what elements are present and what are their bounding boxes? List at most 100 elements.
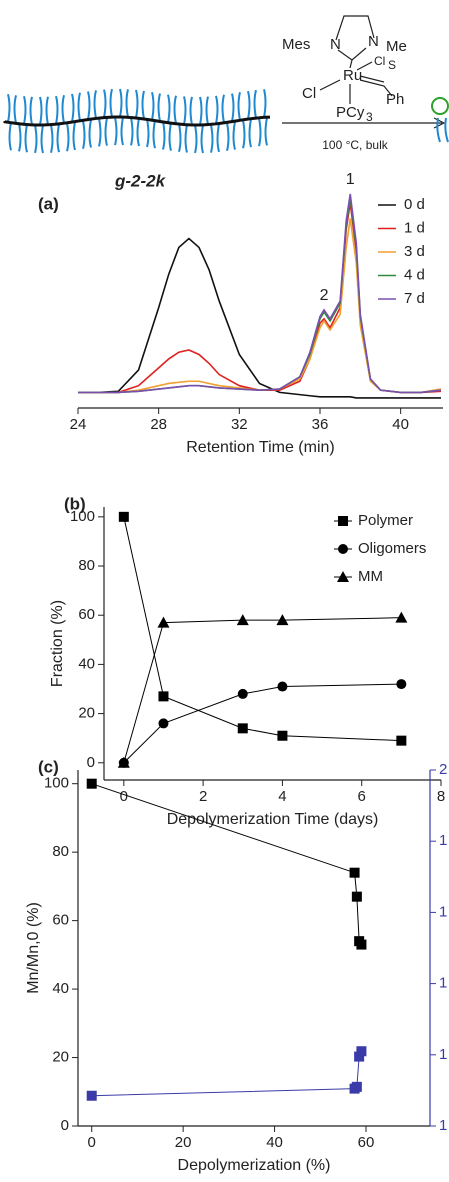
side-chain [173, 95, 177, 124]
side-chain [114, 116, 118, 146]
y2-tick-label: 1 [439, 1046, 447, 1063]
marker [158, 691, 169, 702]
side-chain [98, 118, 102, 147]
side-chain [13, 95, 17, 124]
scheme-label: 3 [366, 110, 373, 124]
side-chain [216, 123, 220, 153]
side-chain [24, 124, 28, 153]
marker [157, 616, 170, 628]
legend-label: Polymer [358, 512, 413, 529]
panel-label: (c) [38, 757, 59, 776]
side-chain [184, 124, 188, 153]
series-line [91, 1051, 362, 1097]
side-chain [152, 120, 156, 149]
side-chain [55, 95, 59, 125]
marker [351, 1081, 362, 1092]
marker [356, 1046, 367, 1057]
x-tick-label: 24 [70, 416, 87, 433]
side-chain [8, 122, 12, 151]
marker [117, 756, 130, 768]
legend-label: 1 d [404, 219, 425, 236]
side-chain [151, 91, 155, 121]
scheme [282, 15, 449, 143]
y2-tick-label: 1 [439, 903, 447, 920]
side-chain [167, 94, 171, 123]
side-chain [130, 117, 134, 146]
annotation: 2 [320, 287, 329, 304]
carbene-bond [337, 47, 367, 61]
side-chain [221, 94, 225, 123]
marker [236, 614, 249, 626]
side-chain [7, 94, 11, 123]
side-chain [66, 123, 70, 152]
product-icon [436, 117, 449, 143]
side-chain [215, 95, 219, 125]
side-chain [135, 89, 139, 119]
marker [118, 511, 129, 522]
side-chain [183, 96, 187, 125]
side-chain [258, 117, 262, 147]
y-axis-label: Fraction (%) [49, 600, 66, 687]
ru-bond [349, 59, 353, 69]
legend-label: 0 d [404, 196, 425, 213]
side-chain [157, 93, 161, 122]
side-chain [29, 96, 33, 126]
side-chain [40, 124, 44, 154]
y-axis-label: Mn/Mn,0 (%) [25, 902, 42, 994]
side-chain [87, 91, 91, 120]
legend-label: 7 d [404, 290, 425, 307]
series-line [78, 193, 442, 394]
x-axis-label: Retention Time (min) [186, 439, 335, 456]
y2-tick-label: 1 [439, 832, 447, 849]
side-chain [61, 94, 65, 124]
side-chain [34, 124, 38, 154]
side-chain [253, 89, 257, 119]
side-chain [141, 90, 145, 120]
polymer-brush [3, 88, 271, 154]
side-chain [242, 120, 246, 149]
side-chain [103, 89, 107, 118]
backbone [3, 115, 271, 127]
x-tick-label: 2 [199, 788, 207, 805]
scheme-label: Mes [282, 36, 310, 53]
scheme-label: N [330, 36, 341, 53]
y-tick-label: 60 [78, 606, 95, 623]
legend-label: Oligomers [358, 540, 426, 557]
legend-label: 3 d [404, 243, 425, 260]
scheme-label: Me [386, 38, 407, 55]
y2-tick-label: 1 [439, 975, 447, 992]
side-chain [231, 93, 235, 122]
side-chain [232, 121, 236, 150]
y2-tick-label: 1 [439, 1117, 447, 1134]
y-tick-label: 60 [52, 912, 69, 929]
x-tick-label: 32 [231, 416, 248, 433]
y-tick-label: 100 [44, 775, 69, 792]
scheme-label: PCy [336, 104, 365, 121]
marker [395, 611, 408, 623]
side-chain [18, 123, 22, 152]
marker [277, 730, 288, 741]
series-line [91, 783, 362, 945]
x-tick-label: 8 [437, 788, 445, 805]
x-tick-label: 60 [358, 1134, 375, 1151]
side-chain [23, 96, 27, 125]
cycle-icon [431, 97, 449, 115]
side-chain [263, 89, 267, 118]
side-chain [199, 96, 203, 126]
ring-bond [335, 15, 375, 41]
side-chain [82, 120, 86, 150]
y-tick-label: 100 [70, 508, 95, 525]
legend-marker [338, 516, 348, 526]
marker [237, 688, 248, 699]
scheme-label: Ru [343, 67, 362, 84]
scheme-label: Cl [302, 85, 316, 102]
side-chain [50, 124, 54, 154]
marker [396, 735, 407, 746]
side-chain [88, 119, 92, 148]
scheme-label: Ph [386, 91, 404, 108]
side-chain [109, 88, 113, 118]
marker [351, 891, 362, 902]
side-chain [264, 117, 268, 146]
legend-label: 4 d [404, 266, 425, 283]
side-chain [119, 88, 123, 118]
